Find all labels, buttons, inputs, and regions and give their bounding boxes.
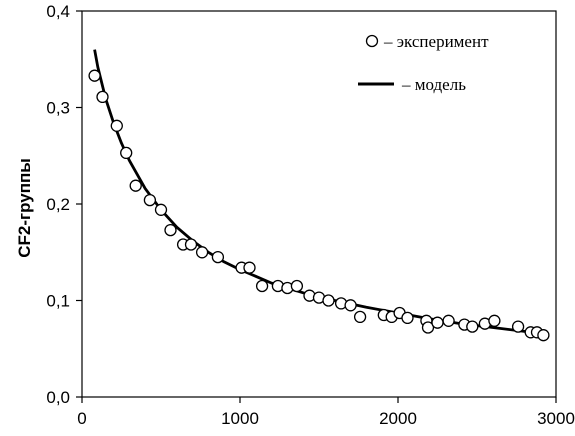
experiment-point — [353, 310, 367, 324]
experiment-point — [96, 90, 109, 104]
legend: – эксперимент – модель — [358, 32, 489, 94]
experiment-point — [431, 316, 444, 329]
legend-marker-experiment — [365, 34, 379, 48]
experiment-points-layer — [88, 69, 550, 342]
experiment-point — [255, 279, 269, 293]
x-tick-label-0: 0 — [77, 409, 86, 428]
y-tick-label-0: 0,0 — [46, 388, 70, 407]
y-axis-label: CF2-группы — [15, 158, 34, 258]
y-tick-label-1: 0,1 — [46, 292, 70, 311]
x-tick-label-3: 3000 — [537, 409, 575, 428]
axes — [76, 10, 557, 403]
experiment-point — [421, 321, 435, 334]
experiment-point — [243, 261, 256, 274]
legend-label-model: – модель — [401, 75, 466, 94]
experiment-point — [110, 119, 123, 132]
experiment-point — [143, 193, 157, 207]
experiment-point — [184, 238, 198, 251]
experiment-point — [511, 320, 525, 333]
experiment-point — [154, 203, 168, 216]
experiment-point — [164, 223, 177, 237]
x-tick-label-1: 1000 — [221, 409, 259, 428]
experiment-point — [195, 246, 209, 259]
y-tick-label-4: 0,4 — [46, 2, 70, 21]
experiment-point — [401, 311, 414, 325]
y-tick-label-2: 0,2 — [46, 195, 70, 214]
x-tick-label-2: 2000 — [379, 409, 417, 428]
legend-label-experiment: – эксперимент — [383, 32, 489, 51]
experiment-point — [120, 146, 133, 160]
model-curve-layer — [93, 49, 549, 336]
tick-labels: 0,0 0,1 0,2 0,3 0,4 0 1000 2000 3000 — [46, 2, 575, 428]
experiment-point — [442, 314, 455, 327]
experiment-point — [344, 299, 357, 312]
y-tick-label-3: 0,3 — [46, 99, 70, 118]
experiment-point — [466, 320, 479, 333]
experiment-point — [211, 250, 225, 264]
experiment-point — [322, 294, 335, 307]
experiment-point — [88, 69, 101, 82]
experiment-point — [537, 329, 550, 342]
model-curve — [93, 49, 549, 336]
experiment-point — [488, 314, 501, 327]
experiment-point — [129, 179, 142, 192]
experiment-point — [290, 279, 304, 293]
